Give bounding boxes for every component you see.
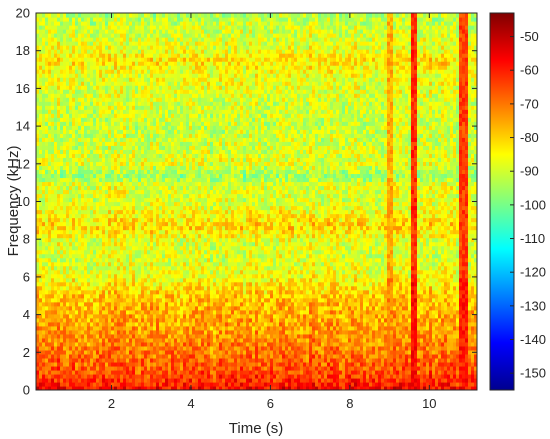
spectrogram-plot: [36, 13, 478, 391]
spectrogram-heatmap: [36, 13, 478, 391]
